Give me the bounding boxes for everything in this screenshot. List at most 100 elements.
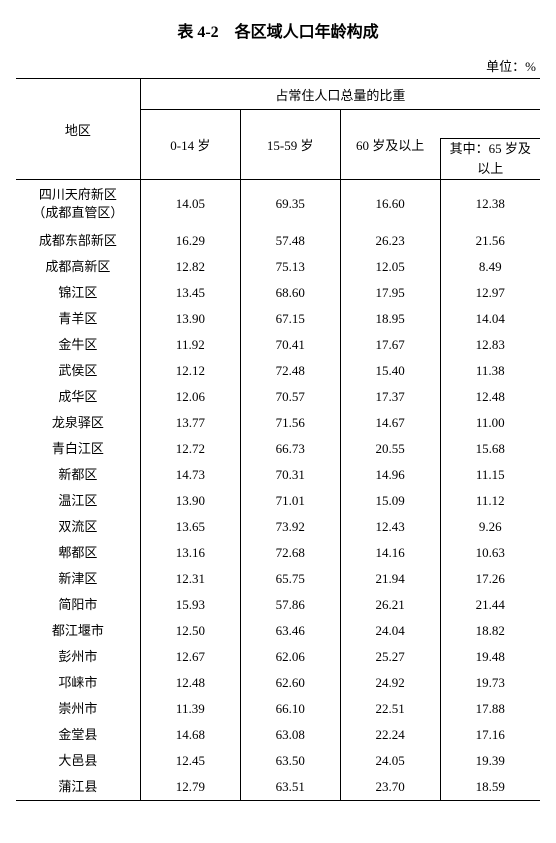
data-cell: 63.50 xyxy=(240,748,340,774)
data-cell: 17.95 xyxy=(340,280,440,306)
table-row: 成华区12.0670.5717.3712.48 xyxy=(16,384,540,410)
data-cell: 24.04 xyxy=(340,618,440,644)
data-cell: 17.67 xyxy=(340,332,440,358)
data-cell: 67.15 xyxy=(240,306,340,332)
region-cell: 新都区 xyxy=(16,462,140,488)
table-row: 温江区13.9071.0115.0911.12 xyxy=(16,488,540,514)
data-cell: 14.73 xyxy=(140,462,240,488)
data-cell: 14.05 xyxy=(140,180,240,229)
region-cell: 成都东部新区 xyxy=(16,228,140,254)
data-cell: 26.21 xyxy=(340,592,440,618)
data-cell: 17.26 xyxy=(440,566,540,592)
col-65plus-line2: 以上 xyxy=(440,159,540,180)
col-65plus-line1: 其中：65 岁及 xyxy=(440,139,540,160)
table-row: 邛崃市12.4862.6024.9219.73 xyxy=(16,670,540,696)
data-cell: 22.24 xyxy=(340,722,440,748)
region-cell: 双流区 xyxy=(16,514,140,540)
col-0-14: 0-14 岁 xyxy=(140,110,240,180)
table-row: 郫都区13.1672.6814.1610.63 xyxy=(16,540,540,566)
data-cell: 24.92 xyxy=(340,670,440,696)
data-cell: 66.73 xyxy=(240,436,340,462)
data-cell: 15.40 xyxy=(340,358,440,384)
table-row: 简阳市15.9357.8626.2121.44 xyxy=(16,592,540,618)
data-cell: 12.06 xyxy=(140,384,240,410)
data-cell: 13.90 xyxy=(140,488,240,514)
region-cell: 大邑县 xyxy=(16,748,140,774)
table-row: 金堂县14.6863.0822.2417.16 xyxy=(16,722,540,748)
data-cell: 65.75 xyxy=(240,566,340,592)
data-cell: 20.55 xyxy=(340,436,440,462)
data-cell: 12.50 xyxy=(140,618,240,644)
table-row: 蒲江县12.7963.5123.7018.59 xyxy=(16,774,540,801)
data-cell: 14.68 xyxy=(140,722,240,748)
data-cell: 25.27 xyxy=(340,644,440,670)
data-cell: 21.56 xyxy=(440,228,540,254)
data-cell: 18.82 xyxy=(440,618,540,644)
data-cell: 12.48 xyxy=(440,384,540,410)
table-row: 金牛区11.9270.4117.6712.83 xyxy=(16,332,540,358)
data-cell: 12.43 xyxy=(340,514,440,540)
age-composition-table: 地区 占常住人口总量的比重 0-14 岁 15-59 岁 60 岁及以上 其中：… xyxy=(16,78,540,801)
data-cell: 69.35 xyxy=(240,180,340,229)
table-row: 双流区13.6573.9212.439.26 xyxy=(16,514,540,540)
data-cell: 21.94 xyxy=(340,566,440,592)
col-60plus: 60 岁及以上 xyxy=(340,110,440,180)
data-cell: 12.48 xyxy=(140,670,240,696)
data-cell: 15.09 xyxy=(340,488,440,514)
data-cell: 13.16 xyxy=(140,540,240,566)
data-cell: 17.88 xyxy=(440,696,540,722)
region-cell: 都江堰市 xyxy=(16,618,140,644)
data-cell: 24.05 xyxy=(340,748,440,774)
data-cell: 22.51 xyxy=(340,696,440,722)
table-row: 青羊区13.9067.1518.9514.04 xyxy=(16,306,540,332)
region-cell: 锦江区 xyxy=(16,280,140,306)
col-region: 地区 xyxy=(16,79,140,180)
data-cell: 12.05 xyxy=(340,254,440,280)
table-row: 崇州市11.3966.1022.5117.88 xyxy=(16,696,540,722)
data-cell: 14.04 xyxy=(440,306,540,332)
region-cell: 郫都区 xyxy=(16,540,140,566)
data-cell: 19.48 xyxy=(440,644,540,670)
data-cell: 71.01 xyxy=(240,488,340,514)
table-row: 都江堰市12.5063.4624.0418.82 xyxy=(16,618,540,644)
data-cell: 72.68 xyxy=(240,540,340,566)
table-row: 新都区14.7370.3114.9611.15 xyxy=(16,462,540,488)
data-cell: 13.65 xyxy=(140,514,240,540)
region-cell: 蒲江县 xyxy=(16,774,140,801)
data-cell: 11.38 xyxy=(440,358,540,384)
table-row: 龙泉驿区13.7771.5614.6711.00 xyxy=(16,410,540,436)
data-cell: 19.73 xyxy=(440,670,540,696)
data-cell: 70.57 xyxy=(240,384,340,410)
region-cell: 青羊区 xyxy=(16,306,140,332)
data-cell: 11.12 xyxy=(440,488,540,514)
region-cell: 成华区 xyxy=(16,384,140,410)
data-cell: 63.46 xyxy=(240,618,340,644)
data-cell: 11.00 xyxy=(440,410,540,436)
region-cell: 四川天府新区（成都直管区） xyxy=(16,180,140,229)
data-cell: 15.93 xyxy=(140,592,240,618)
data-cell: 13.90 xyxy=(140,306,240,332)
data-cell: 8.49 xyxy=(440,254,540,280)
table-title: 表 4-2 各区域人口年龄构成 xyxy=(16,18,540,42)
data-cell: 19.39 xyxy=(440,748,540,774)
data-cell: 71.56 xyxy=(240,410,340,436)
data-cell: 13.77 xyxy=(140,410,240,436)
table-row: 成都高新区12.8275.1312.058.49 xyxy=(16,254,540,280)
data-cell: 70.41 xyxy=(240,332,340,358)
data-cell: 75.13 xyxy=(240,254,340,280)
data-cell: 12.38 xyxy=(440,180,540,229)
data-cell: 57.86 xyxy=(240,592,340,618)
data-cell: 12.12 xyxy=(140,358,240,384)
unit-label: 单位：% xyxy=(16,56,540,75)
data-cell: 13.45 xyxy=(140,280,240,306)
data-cell: 18.59 xyxy=(440,774,540,801)
data-cell: 12.67 xyxy=(140,644,240,670)
region-cell: 龙泉驿区 xyxy=(16,410,140,436)
data-cell: 63.51 xyxy=(240,774,340,801)
data-cell: 62.60 xyxy=(240,670,340,696)
table-body: 四川天府新区（成都直管区）14.0569.3516.6012.38成都东部新区1… xyxy=(16,180,540,801)
data-cell: 14.67 xyxy=(340,410,440,436)
region-cell: 金牛区 xyxy=(16,332,140,358)
data-cell: 12.83 xyxy=(440,332,540,358)
region-cell: 彭州市 xyxy=(16,644,140,670)
